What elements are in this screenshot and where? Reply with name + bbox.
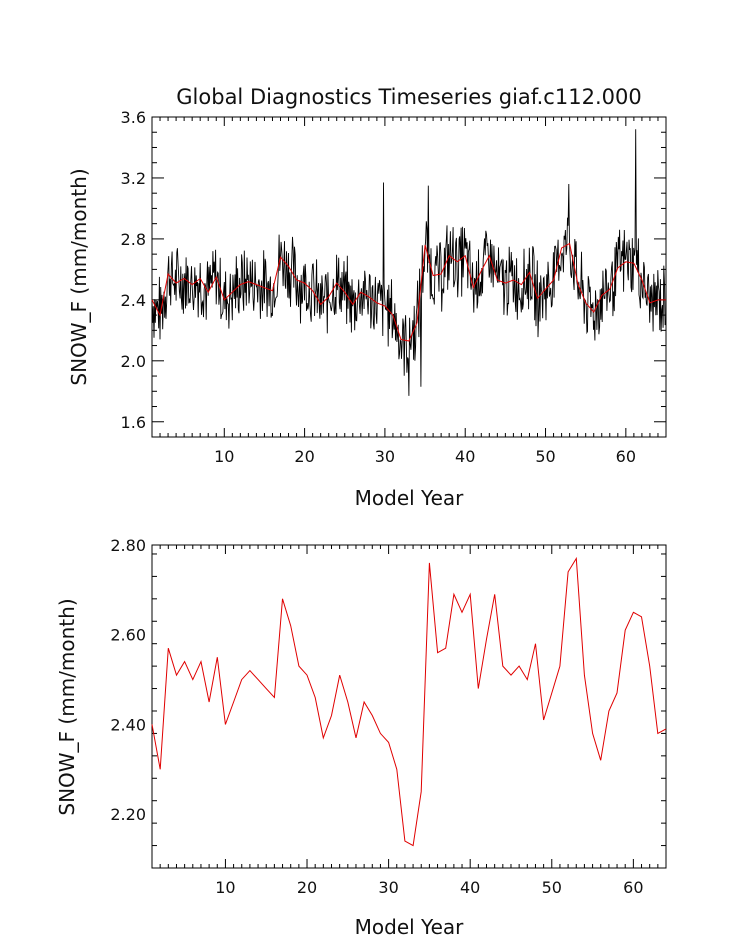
y-tick-label: 2.8 [121, 230, 146, 249]
top-annual-series-line [151, 242, 666, 342]
bottom-chart-panel: 2.20 2.40 2.60 2.80 10 20 30 40 50 60 Model Year… [55, 536, 667, 939]
top-y-axis-label: SNOW_F (mm/month) [67, 168, 91, 385]
x-tick-label: 10 [214, 447, 234, 466]
top-monthly-series-line [151, 129, 667, 396]
y-tick-label: 2.40 [110, 715, 146, 734]
top-x-axis-label: Model Year [355, 486, 465, 510]
y-tick-label: 2.60 [110, 626, 146, 645]
x-tick-label: 60 [623, 878, 643, 897]
x-tick-label: 60 [616, 447, 636, 466]
y-tick-label: 3.6 [121, 108, 146, 127]
y-tick-label: 2.80 [110, 536, 146, 555]
x-tick-label: 40 [455, 447, 475, 466]
x-tick-label: 50 [535, 447, 555, 466]
bottom-annual-series-line [151, 556, 667, 847]
x-tick-label: 30 [375, 447, 395, 466]
y-tick-label: 2.20 [110, 805, 146, 824]
bottom-x-axis-label: Model Year [355, 915, 465, 939]
x-tick-label: 30 [378, 878, 398, 897]
x-tick-label: 20 [294, 447, 314, 466]
x-tick-label: 50 [542, 878, 562, 897]
x-tick-label: 10 [215, 878, 235, 897]
bottom-y-axis-label: SNOW_F (mm/month) [55, 598, 79, 815]
bottom-plot-frame [151, 544, 667, 869]
y-tick-label: 1.6 [121, 413, 146, 432]
chart-title: Global Diagnostics Timeseries giaf.c112.… [176, 85, 641, 109]
y-tick-label: 2.0 [121, 352, 146, 371]
top-chart-panel: 1.6 2.0 2.4 2.8 3.2 3.6 10 20 30 40 50 60 Model Ye… [67, 108, 667, 510]
x-tick-label: 40 [460, 878, 480, 897]
y-tick-label: 2.4 [121, 291, 146, 310]
y-tick-label: 3.2 [121, 169, 146, 188]
x-tick-label: 20 [297, 878, 317, 897]
